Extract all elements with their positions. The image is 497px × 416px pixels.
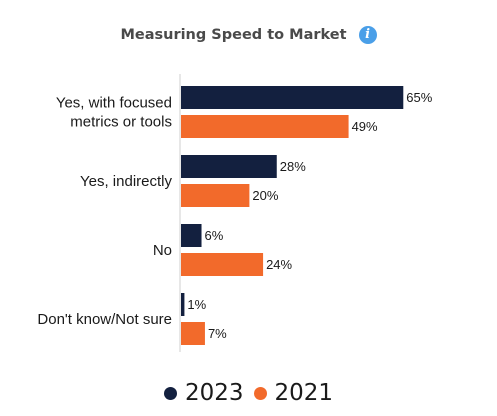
data-label-2023-2: 28%: [280, 159, 306, 174]
legend-dot-2021: [253, 386, 267, 400]
bar-2021-2: [181, 184, 250, 207]
data-label-2021-3: 24%: [266, 257, 292, 272]
chart-title: Measuring Speed to Market: [120, 27, 347, 43]
data-label-2021-2: 20%: [252, 188, 278, 203]
bar-2023-4: [181, 293, 185, 316]
bar-2021-1: [181, 115, 349, 138]
bar-2023-2: [181, 155, 277, 178]
legend-item-2021: 2021: [253, 380, 334, 406]
data-label-2021-1: 49%: [352, 119, 378, 134]
data-label-2023-1: 65%: [406, 90, 432, 105]
info-glyph: i: [365, 27, 371, 42]
data-label-2023-4: 1%: [187, 297, 206, 312]
bar-2023-3: [181, 224, 202, 247]
data-label-2021-4: 7%: [208, 326, 227, 341]
legend-item-2023: 2023: [163, 380, 244, 406]
legend: 2023 2021: [0, 378, 497, 408]
chart-title-row: Measuring Speed to Market i: [0, 22, 497, 48]
category-label-3: No: [153, 242, 172, 259]
info-icon[interactable]: i: [358, 26, 377, 44]
category-label-1-line-2: metrics or tools: [70, 114, 172, 131]
bar-2021-4: [181, 322, 205, 345]
bar-2023-1: [181, 86, 404, 109]
legend-dot-2023: [163, 386, 177, 400]
data-label-2023-3: 6%: [205, 228, 224, 243]
legend-label-2021: 2021: [274, 380, 334, 406]
category-label-2: Yes, indirectly: [80, 173, 172, 190]
category-label-1-line-1: Yes, with focused: [56, 95, 172, 112]
bar-2021-3: [181, 253, 264, 276]
legend-label-2023: 2023: [184, 380, 244, 406]
category-label-4: Don't know/Not sure: [37, 311, 172, 328]
